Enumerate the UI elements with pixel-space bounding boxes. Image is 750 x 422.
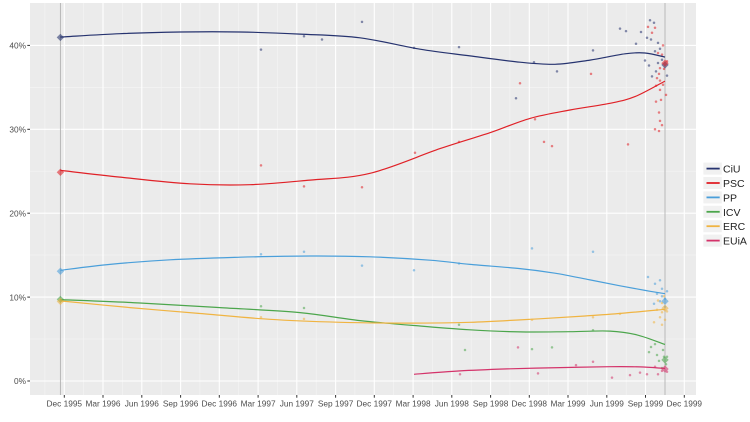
svg-text:Jun 1998: Jun 1998 (435, 399, 470, 409)
svg-text:ERC: ERC (723, 221, 746, 233)
svg-text:PSC: PSC (723, 178, 745, 190)
svg-text:Sep 1997: Sep 1997 (318, 399, 354, 409)
svg-text:Dec 1997: Dec 1997 (357, 399, 393, 409)
svg-text:Sep 1996: Sep 1996 (163, 399, 199, 409)
svg-text:Sep 1999: Sep 1999 (628, 399, 664, 409)
svg-text:Mar 1997: Mar 1997 (241, 399, 276, 409)
svg-text:Mar 1999: Mar 1999 (550, 399, 585, 409)
svg-text:PP: PP (723, 192, 737, 204)
svg-text:Mar 1998: Mar 1998 (396, 399, 431, 409)
svg-text:Jun 1999: Jun 1999 (590, 399, 625, 409)
svg-text:Jun 1996: Jun 1996 (125, 399, 160, 409)
svg-text:0%: 0% (14, 376, 27, 386)
svg-text:EUiA: EUiA (723, 236, 747, 248)
svg-text:Mar 1996: Mar 1996 (85, 399, 120, 409)
svg-text:30%: 30% (9, 125, 26, 135)
svg-text:Dec 1998: Dec 1998 (512, 399, 548, 409)
svg-text:Dec 1999: Dec 1999 (667, 399, 703, 409)
svg-text:20%: 20% (9, 208, 26, 218)
svg-text:10%: 10% (9, 292, 26, 302)
svg-text:40%: 40% (9, 41, 26, 51)
svg-text:Sep 1998: Sep 1998 (473, 399, 509, 409)
svg-text:Dec 1996: Dec 1996 (202, 399, 238, 409)
svg-text:ICV: ICV (723, 207, 741, 219)
svg-text:Dec 1995: Dec 1995 (47, 399, 83, 409)
svg-text:Jun 1997: Jun 1997 (280, 399, 315, 409)
svg-text:CiU: CiU (723, 164, 741, 176)
